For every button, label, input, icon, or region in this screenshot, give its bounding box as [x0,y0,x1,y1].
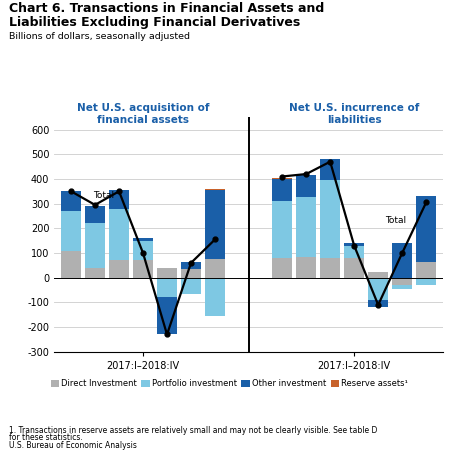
Bar [85,268,105,278]
Bar [133,260,152,278]
Legend: Direct Investment, Portfolio investment, Other investment, Reserve assets¹: Direct Investment, Portfolio investment,… [51,379,407,388]
Bar [272,201,291,258]
Bar [85,206,105,223]
Bar [272,178,291,179]
Bar [272,179,291,201]
Bar [368,300,387,307]
Text: Chart 6. Transactions in Financial Assets and: Chart 6. Transactions in Financial Asset… [9,2,323,15]
Bar [344,258,363,278]
Bar [368,278,387,300]
Text: U.S. Bureau of Economic Analysis: U.S. Bureau of Economic Analysis [9,441,137,450]
Text: Net U.S. acquisition of
financial assets: Net U.S. acquisition of financial assets [77,103,209,124]
Bar [344,243,363,246]
Bar [157,278,176,298]
Text: Liabilities Excluding Financial Derivatives: Liabilities Excluding Financial Derivati… [9,16,299,29]
Bar [205,190,224,259]
Bar [296,198,315,257]
Bar [181,262,200,269]
Bar [133,241,152,260]
Bar [296,175,315,198]
Bar [415,278,435,285]
Bar [205,189,224,190]
Bar [320,159,339,180]
Text: Billions of dollars, seasonally adjusted: Billions of dollars, seasonally adjusted [9,32,189,41]
Bar [320,180,339,258]
Bar [368,272,387,278]
Bar [320,258,339,278]
Text: Total: Total [92,191,114,200]
Bar [415,196,435,262]
Bar [415,262,435,278]
Bar [109,190,129,209]
Bar [85,223,105,268]
Bar [109,260,129,278]
Bar [109,209,129,260]
Bar [133,238,152,241]
Bar [181,269,200,278]
Bar [61,191,81,211]
Bar [61,251,81,278]
Bar [61,211,81,251]
Bar [205,259,224,278]
Bar [296,257,315,278]
Bar [181,278,200,294]
Bar [391,278,411,285]
Bar [205,278,224,316]
Bar [157,268,176,278]
Text: for these statistics.: for these statistics. [9,433,83,442]
Bar [157,298,176,335]
Bar [391,243,411,278]
Text: 1. Transactions in reserve assets are relatively small and may not be clearly vi: 1. Transactions in reserve assets are re… [9,426,377,435]
Bar [272,258,291,278]
Bar [344,246,363,258]
Text: Total: Total [385,216,405,225]
Text: Net U.S. incurrence of
liabilities: Net U.S. incurrence of liabilities [288,103,419,124]
Bar [391,285,411,289]
